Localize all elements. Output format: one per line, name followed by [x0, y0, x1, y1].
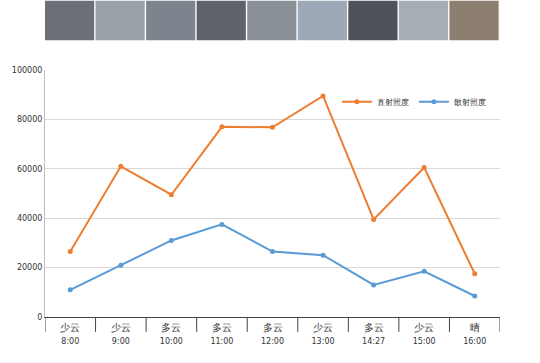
svg-text:晴: 晴 — [470, 322, 480, 333]
svg-text:60000: 60000 — [17, 165, 42, 174]
svg-text:14:27: 14:27 — [362, 337, 385, 346]
svg-text:散射照度: 散射照度 — [454, 98, 486, 107]
svg-text:40000: 40000 — [17, 214, 42, 223]
svg-text:多云: 多云 — [212, 322, 232, 333]
svg-text:少云: 少云 — [414, 322, 434, 333]
svg-text:少云: 少云 — [111, 322, 131, 333]
svg-text:20000: 20000 — [17, 263, 42, 272]
svg-text:少云: 少云 — [313, 322, 333, 333]
svg-text:13:00: 13:00 — [312, 337, 335, 346]
svg-text:80000: 80000 — [17, 115, 42, 124]
svg-text:多云: 多云 — [364, 322, 384, 333]
svg-text:100000: 100000 — [12, 66, 43, 75]
svg-text:少云: 少云 — [60, 322, 80, 333]
svg-text:0: 0 — [37, 313, 42, 322]
svg-text:16:00: 16:00 — [463, 337, 486, 346]
svg-text:11:00: 11:00 — [210, 337, 233, 346]
svg-text:12:00: 12:00 — [261, 337, 284, 346]
svg-text:15:00: 15:00 — [413, 337, 436, 346]
svg-text:直射照度: 直射照度 — [377, 98, 409, 107]
svg-text:多云: 多云 — [161, 322, 181, 333]
svg-text:8:00: 8:00 — [61, 337, 79, 346]
svg-text:10:00: 10:00 — [160, 337, 183, 346]
svg-text:9:00: 9:00 — [112, 337, 130, 346]
svg-text:多云: 多云 — [263, 322, 283, 333]
